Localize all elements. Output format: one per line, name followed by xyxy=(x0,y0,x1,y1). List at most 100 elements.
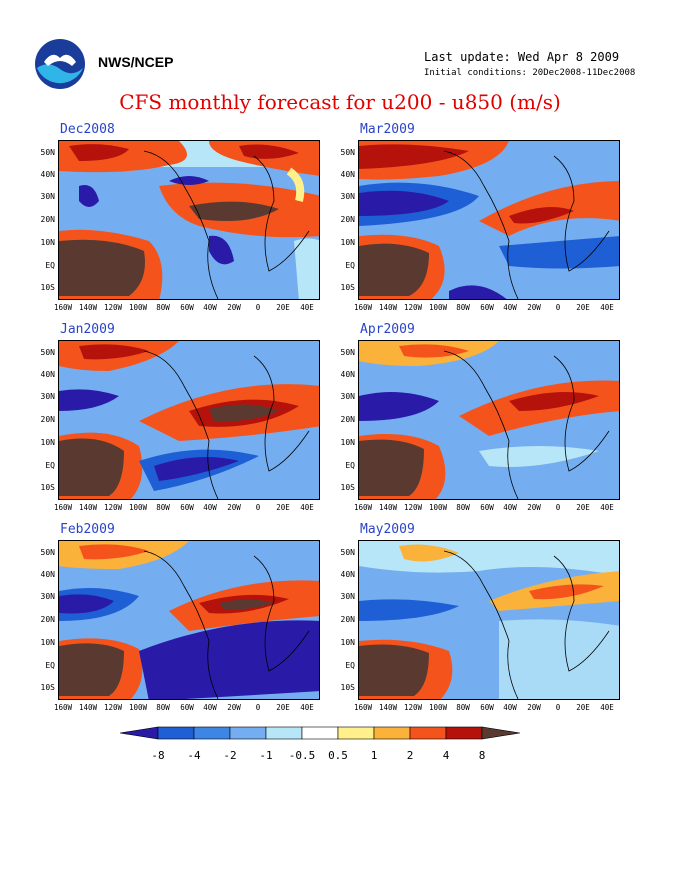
colorbar-label: -8 xyxy=(151,749,165,762)
lon-label: 0 xyxy=(555,303,561,312)
lon-label: 40E xyxy=(300,503,314,512)
panel-label-feb2009: Feb2009 xyxy=(60,522,115,537)
lon-label: 40W xyxy=(503,703,517,712)
map-feb2009 xyxy=(58,540,320,700)
org-name: NWS/NCEP xyxy=(98,54,174,70)
lon-label: 60W xyxy=(480,703,494,712)
map-may2009 xyxy=(358,540,620,700)
lon-label: 40E xyxy=(300,703,314,712)
lon-label: 60W xyxy=(180,303,194,312)
colorbar-swatch xyxy=(157,726,195,740)
lon-label: 140W xyxy=(378,503,398,512)
colorbar-swatch xyxy=(229,726,267,740)
lat-label: EQ xyxy=(45,261,55,270)
colorbar-swatch xyxy=(337,726,375,740)
colorbar-arrow-left xyxy=(119,726,159,740)
lon-label: 40W xyxy=(503,303,517,312)
lon-label: 40W xyxy=(203,303,217,312)
lon-label: 20W xyxy=(227,503,241,512)
lon-label: 160W xyxy=(353,303,373,312)
lat-label: 10S xyxy=(340,683,355,692)
lat-label: 40N xyxy=(340,170,355,179)
lon-label: 40W xyxy=(203,703,217,712)
lon-label: 0 xyxy=(255,303,261,312)
lon-label: 20E xyxy=(576,303,590,312)
panel-label-jan2009: Jan2009 xyxy=(60,322,115,337)
lon-label: 80W xyxy=(156,703,170,712)
lon-label: 160W xyxy=(353,503,373,512)
colorbar-label: -0.5 xyxy=(288,749,316,762)
lon-label: 20W xyxy=(527,303,541,312)
lon-label: 160W xyxy=(353,703,373,712)
lon-label: 60W xyxy=(180,503,194,512)
lon-label: 160W xyxy=(53,703,73,712)
colorbar-labels: -8 -4 -2 -1 -0.5 0.5 1 2 4 8 xyxy=(118,749,558,763)
lat-label: 30N xyxy=(40,392,55,401)
lon-label: 120W xyxy=(103,303,123,312)
colorbar-label: 8 xyxy=(478,749,486,762)
lon-label: 20W xyxy=(227,303,241,312)
lat-label: 10N xyxy=(40,638,55,647)
map-mar2009 xyxy=(358,140,620,300)
lon-label: 60W xyxy=(180,703,194,712)
panel-label-apr2009: Apr2009 xyxy=(360,322,415,337)
lat-label: 10N xyxy=(340,238,355,247)
lat-label: 10N xyxy=(340,638,355,647)
lon-label: 20W xyxy=(527,703,541,712)
colorbar-label: 4 xyxy=(442,749,450,762)
colorbar: -8 -4 -2 -1 -0.5 0.5 1 2 4 8 xyxy=(118,725,558,763)
lat-label: 40N xyxy=(40,370,55,379)
lon-label: 20E xyxy=(276,303,290,312)
lon-label: 40E xyxy=(600,303,614,312)
lon-label: 120W xyxy=(403,703,423,712)
map-apr2009 xyxy=(358,340,620,500)
lat-label: 10N xyxy=(40,438,55,447)
colorbar-label: -1 xyxy=(259,749,273,762)
lat-label: 20N xyxy=(340,215,355,224)
lat-label: 20N xyxy=(40,415,55,424)
lat-label: 30N xyxy=(40,192,55,201)
lon-label: 0 xyxy=(255,703,261,712)
lon-label: 80W xyxy=(156,503,170,512)
lat-label: EQ xyxy=(45,661,55,670)
lat-label: 40N xyxy=(40,570,55,579)
lat-label: 30N xyxy=(340,592,355,601)
page-title: CFS monthly forecast for u200 - u850 (m/… xyxy=(119,90,561,114)
lon-label: 40W xyxy=(503,503,517,512)
colorbar-swatch xyxy=(373,726,411,740)
colorbar-arrow-right xyxy=(481,726,521,740)
lon-label: 160W xyxy=(53,303,73,312)
lat-label: 50N xyxy=(40,348,55,357)
lat-label: EQ xyxy=(345,461,355,470)
lat-label: 10S xyxy=(40,483,55,492)
lat-label: 40N xyxy=(340,370,355,379)
lat-label: 10S xyxy=(340,283,355,292)
lat-label: 10S xyxy=(40,283,55,292)
map-jan2009 xyxy=(58,340,320,500)
colorbar-swatch xyxy=(301,726,339,740)
lat-label: EQ xyxy=(45,461,55,470)
lon-label: 0 xyxy=(555,703,561,712)
lon-label: 140W xyxy=(78,503,98,512)
lon-label: 100W xyxy=(128,303,148,312)
lat-label: 10S xyxy=(40,683,55,692)
lat-label: 50N xyxy=(340,348,355,357)
lon-label: 20E xyxy=(276,503,290,512)
lon-label: 120W xyxy=(403,503,423,512)
lon-label: 100W xyxy=(128,503,148,512)
lon-label: 140W xyxy=(378,303,398,312)
lon-label: 140W xyxy=(78,303,98,312)
lon-label: 40E xyxy=(600,703,614,712)
colorbar-label: -4 xyxy=(187,749,201,762)
lon-label: 80W xyxy=(456,503,470,512)
lon-label: 60W xyxy=(480,303,494,312)
lat-label: 50N xyxy=(340,148,355,157)
lon-label: 120W xyxy=(103,703,123,712)
lat-label: 10N xyxy=(40,238,55,247)
lon-label: 0 xyxy=(255,503,261,512)
lat-label: 50N xyxy=(40,548,55,557)
lat-label: 30N xyxy=(40,592,55,601)
lat-label: 40N xyxy=(40,170,55,179)
lon-label: 100W xyxy=(428,703,448,712)
lat-label: 50N xyxy=(40,148,55,157)
